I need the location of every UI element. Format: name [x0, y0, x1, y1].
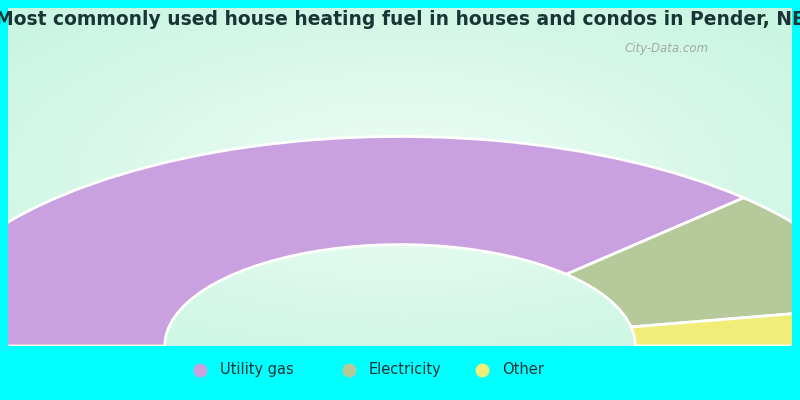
- Wedge shape: [566, 198, 800, 327]
- Text: Electricity: Electricity: [369, 362, 442, 378]
- Text: Utility gas: Utility gas: [220, 362, 294, 378]
- Text: City-Data.com: City-Data.com: [625, 42, 709, 55]
- Text: Other: Other: [502, 362, 544, 378]
- Wedge shape: [0, 136, 744, 346]
- Text: Most commonly used house heating fuel in houses and condos in Pender, NE: Most commonly used house heating fuel in…: [0, 10, 800, 29]
- Wedge shape: [631, 307, 800, 346]
